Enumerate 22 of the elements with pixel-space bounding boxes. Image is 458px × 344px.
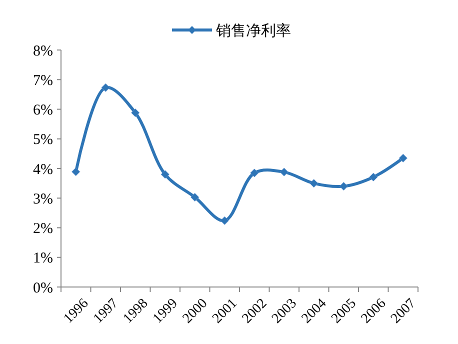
y-tick-label: 1% <box>33 250 53 267</box>
y-tick-label: 6% <box>33 102 53 118</box>
point <box>72 168 80 176</box>
point <box>190 192 200 202</box>
y-tick-label: 7% <box>33 72 53 89</box>
point <box>398 154 408 162</box>
y-tick-label: 5% <box>33 132 53 148</box>
point <box>310 179 318 188</box>
y-tick-label: 8% <box>33 43 53 60</box>
point <box>160 170 170 179</box>
point <box>369 172 378 182</box>
legend-label: 销售净利率 <box>215 21 291 40</box>
y-tick-label: 0% <box>33 280 53 296</box>
point <box>339 182 348 191</box>
y-tick-label: 2% <box>33 221 53 237</box>
y-tick-label: 4% <box>33 162 53 178</box>
point <box>250 168 259 178</box>
point <box>101 83 110 92</box>
y-tick-label: 3% <box>33 191 53 208</box>
point <box>220 216 229 225</box>
point <box>131 108 140 118</box>
point <box>280 168 288 176</box>
